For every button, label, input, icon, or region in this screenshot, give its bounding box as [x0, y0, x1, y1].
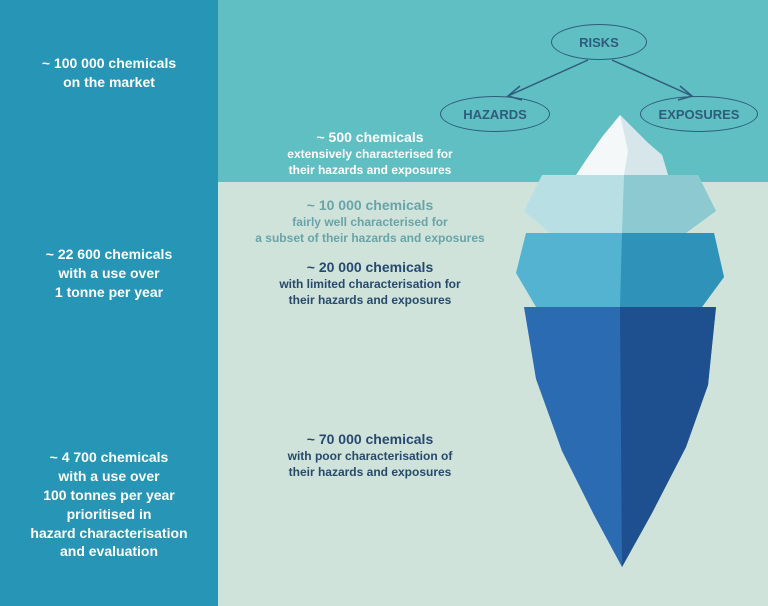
c1-bold: ~ 500 chemicals	[240, 128, 500, 146]
c4-reg2: their hazards and exposures	[240, 464, 500, 480]
center-label-1: ~ 500 chemicals extensively characterise…	[240, 128, 500, 179]
s3-reg4: hazard characterisation	[4, 524, 214, 543]
s3-bold: ~ 4 700 chemicals	[4, 448, 214, 467]
center-label-3: ~ 20 000 chemicals with limited characte…	[240, 258, 500, 309]
node-risks-label: RISKS	[579, 35, 619, 50]
s1-bold: ~ 100 000 chemicals	[4, 54, 214, 73]
s2-bold: ~ 22 600 chemicals	[4, 245, 214, 264]
c1-reg1: extensively characterised for	[240, 146, 500, 162]
node-risks: RISKS	[551, 24, 647, 60]
sidebar-label-1: ~ 100 000 chemicals on the market	[4, 54, 214, 92]
s2-reg2: 1 tonne per year	[4, 283, 214, 302]
sidebar-label-3: ~ 4 700 chemicals with a use over 100 to…	[4, 448, 214, 561]
iceberg-icon	[490, 115, 750, 585]
infographic-canvas: RISKS HAZARDS EXPOSURES ~ 100 000 chemic…	[0, 0, 768, 606]
s2-reg1: with a use over	[4, 264, 214, 283]
arrow-risks-hazards	[490, 56, 600, 106]
c1-reg2: their hazards and exposures	[240, 162, 500, 178]
center-label-2: ~ 10 000 chemicals fairly well character…	[240, 196, 500, 247]
s3-reg2: 100 tonnes per year	[4, 486, 214, 505]
c2-reg1: fairly well characterised for	[240, 214, 500, 230]
iceberg-layer3-shadow	[620, 307, 716, 567]
c3-reg1: with limited characterisation for	[240, 276, 500, 292]
c4-bold: ~ 70 000 chemicals	[240, 430, 500, 448]
iceberg-layer2-shadow	[620, 233, 724, 307]
s1-reg: on the market	[4, 73, 214, 92]
iceberg-tip-shadow	[620, 115, 668, 175]
s3-reg1: with a use over	[4, 467, 214, 486]
s3-reg3: prioritised in	[4, 505, 214, 524]
c2-bold: ~ 10 000 chemicals	[240, 196, 500, 214]
iceberg-layer1-shadow	[622, 175, 716, 233]
c3-bold: ~ 20 000 chemicals	[240, 258, 500, 276]
c2-reg2: a subset of their hazards and exposures	[240, 230, 500, 246]
c3-reg2: their hazards and exposures	[240, 292, 500, 308]
c4-reg1: with poor characterisation of	[240, 448, 500, 464]
arrow-risks-exposures	[600, 56, 710, 106]
s3-reg5: and evaluation	[4, 542, 214, 561]
center-label-4: ~ 70 000 chemicals with poor characteris…	[240, 430, 500, 481]
sidebar-label-2: ~ 22 600 chemicals with a use over 1 ton…	[4, 245, 214, 302]
